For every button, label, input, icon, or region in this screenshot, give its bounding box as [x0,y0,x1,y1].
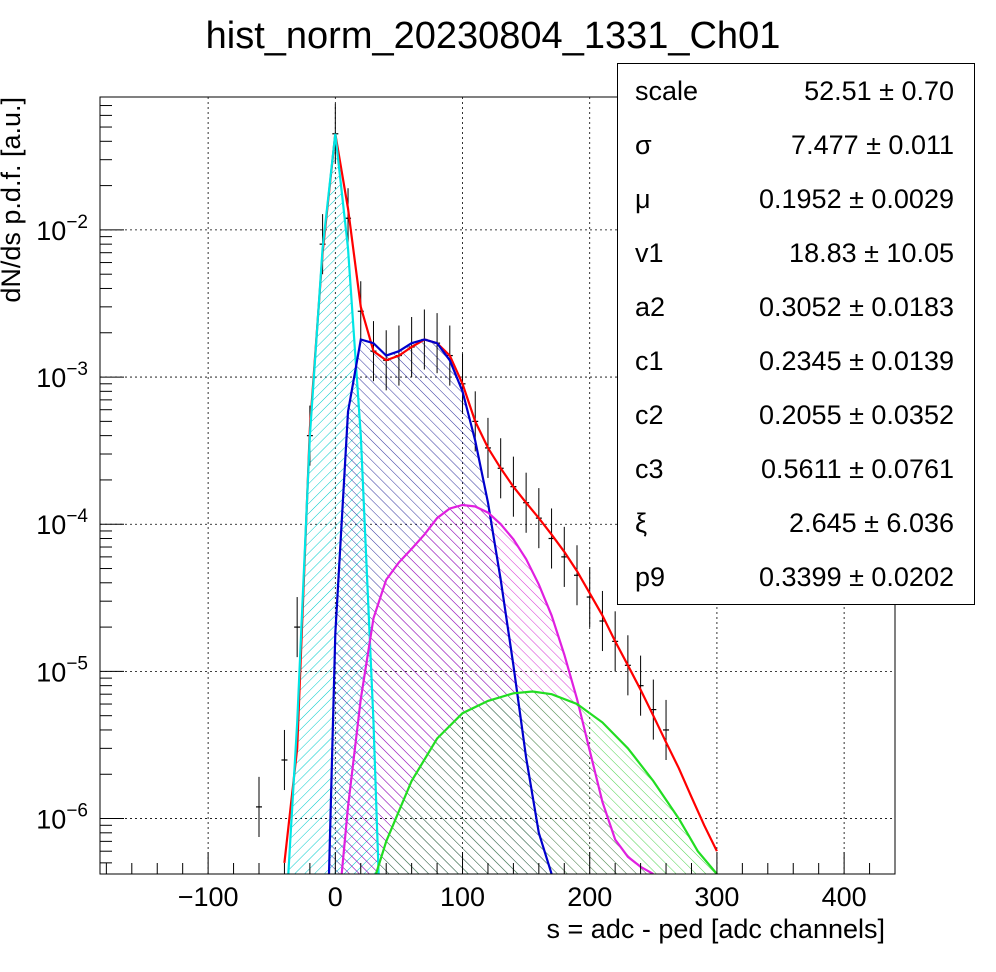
fit-parameters-box: scale 52.51 ± 0.70 σ 7.477 ± 0.011 μ 0.1952 ±… [617,63,975,605]
component-fill-green [376,691,717,874]
x-tick-label: 0 [328,882,343,912]
x-tick-label: −100 [178,882,239,912]
fit-parameter-value: 0.2055 ± 0.0352 [759,400,954,430]
y-tick-label: 10−2 [36,212,88,246]
axes: −100 0 100 200 300 400 10−6 10−5 10−4 10−3 10−2 [36,96,896,912]
y-axis-label: dN/ds p.d.f. [a.u.] [0,97,26,303]
component-curve [327,338,553,874]
component-curve [287,133,380,874]
chart-title: hist_norm_20230804_1331_Ch01 [206,15,781,57]
x-tick-label: 400 [822,882,867,912]
fit-parameter-value: 18.83 ± 10.05 [789,238,954,268]
fit-parameter-value: 0.5611 ± 0.0761 [761,454,954,484]
fit-parameter-value: 0.3399 ± 0.0202 [759,562,954,592]
fit-parameter-name: σ [635,130,652,160]
fit-parameter-value: 52.51 ± 0.70 [804,76,954,106]
fit-parameter-value: 0.2345 ± 0.0139 [759,346,954,376]
fit-parameter-row: c2 0.2055 ± 0.0352 [618,388,974,442]
fit-parameter-row: a2 0.3052 ± 0.0183 [618,280,974,334]
fit-parameter-name: p9 [635,562,666,592]
fit-parameter-name: c1 [635,346,664,376]
fit-parameter-value: 2.645 ± 6.036 [789,508,954,538]
fit-parameter-name: ξ [635,508,648,538]
fit-parameter-row: scale 52.51 ± 0.70 [618,64,974,118]
fit-parameter-name: c3 [635,454,664,484]
component-curve [374,690,718,874]
fit-parameter-name: c2 [635,400,664,430]
fit-parameter-row: p9 0.3399 ± 0.0202 [618,550,974,604]
plot-area [256,103,718,874]
x-tick-label: 100 [440,882,485,912]
fit-parameter-value: 7.477 ± 0.011 [791,130,954,160]
fit-parameter-value: 0.3052 ± 0.0183 [759,292,954,322]
fit-parameter-row: v1 18.83 ± 10.05 [618,226,974,280]
fit-parameter-name: a2 [635,292,666,322]
fit-parameter-row: σ 7.477 ± 0.011 [618,118,974,172]
fit-parameter-name: scale [635,76,699,106]
component-curve [283,133,718,864]
y-tick-label: 10−4 [36,506,88,540]
y-tick-label: 10−6 [36,801,88,835]
fit-parameter-value: 0.1952 ± 0.0029 [759,184,954,214]
x-tick-label: 200 [567,882,612,912]
fit-parameter-row: ξ 2.645 ± 6.036 [618,496,974,550]
component-curve [340,503,654,874]
fit-parameter-row: c1 0.2345 ± 0.0139 [618,334,974,388]
y-tick-label: 10−3 [36,359,88,393]
fit-parameter-name: μ [635,184,651,214]
fit-parameter-row: μ 0.1952 ± 0.0029 [618,172,974,226]
x-axis-label: s = adc - ped [adc channels] [547,914,885,944]
fit-parameter-row: c3 0.5611 ± 0.0761 [618,442,974,496]
y-tick-label: 10−5 [36,653,88,687]
fit-parameter-name: v1 [635,238,664,268]
x-tick-label: 300 [694,882,739,912]
